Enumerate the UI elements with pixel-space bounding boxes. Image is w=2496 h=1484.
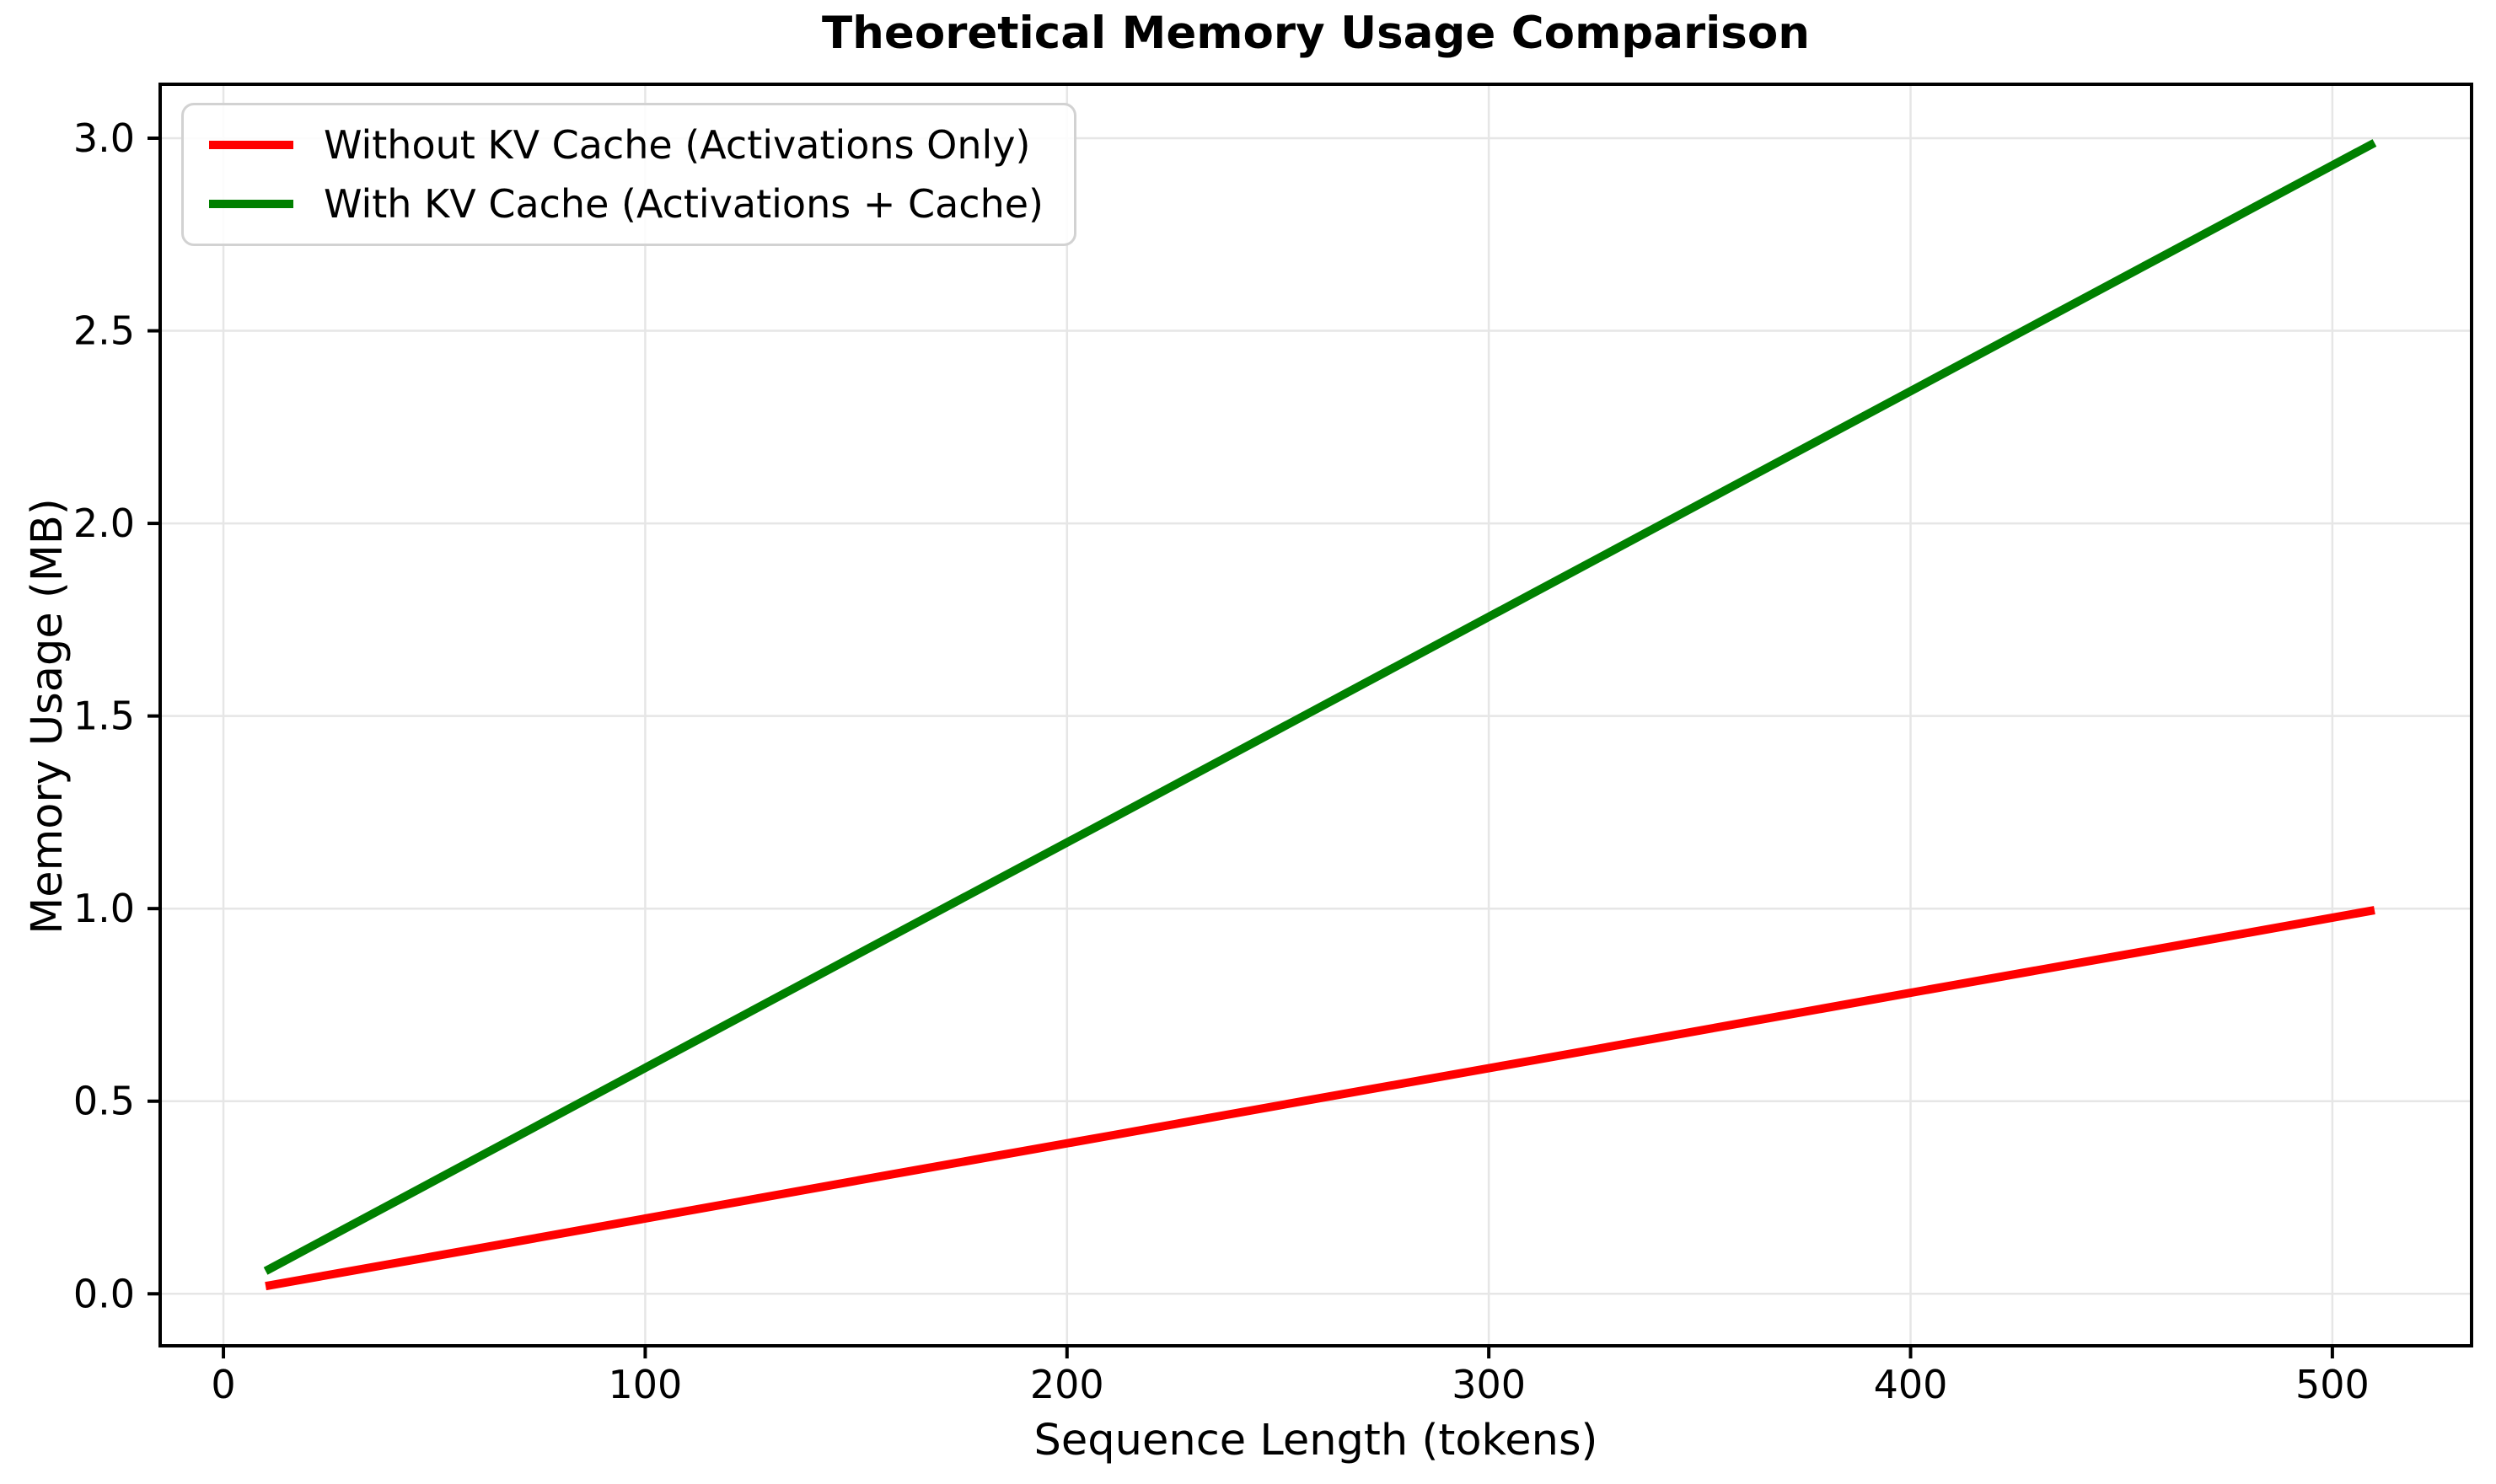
x-tick-label: 300 <box>1452 1362 1526 1407</box>
x-axis-label: Sequence Length (tokens) <box>1033 1416 1598 1465</box>
y-tick-label: 3.0 <box>73 115 135 161</box>
y-axis-label: Memory Usage (MB) <box>23 498 72 935</box>
legend-row: With KV Cache (Activations + Cache) <box>209 179 1044 228</box>
y-tick-label: 0.0 <box>73 1271 135 1316</box>
legend-label: Without KV Cache (Activations Only) <box>324 122 1031 168</box>
x-tick-label: 0 <box>211 1362 235 1407</box>
series-line-0 <box>265 906 2375 1291</box>
y-tick-label: 0.5 <box>73 1079 135 1124</box>
legend-label: With KV Cache (Activations + Cache) <box>324 181 1044 227</box>
x-tick-label: 400 <box>1874 1362 1948 1407</box>
x-tick-label: 200 <box>1030 1362 1104 1407</box>
x-tick-label: 500 <box>2295 1362 2370 1407</box>
y-tick-label: 2.0 <box>73 501 135 546</box>
chart-title: Theoretical Memory Usage Comparison <box>821 8 1810 59</box>
legend: Without KV Cache (Activations Only) With… <box>181 103 1076 246</box>
y-tick-label: 2.5 <box>73 308 135 354</box>
legend-swatch-green-line <box>209 200 293 208</box>
legend-row: Without KV Cache (Activations Only) <box>209 121 1044 169</box>
y-tick-label: 1.0 <box>73 886 135 931</box>
y-tick-label: 1.5 <box>73 694 135 739</box>
series-line-1 <box>263 139 2377 1275</box>
x-tick-label: 100 <box>609 1362 683 1407</box>
legend-swatch-red-line <box>209 141 293 149</box>
